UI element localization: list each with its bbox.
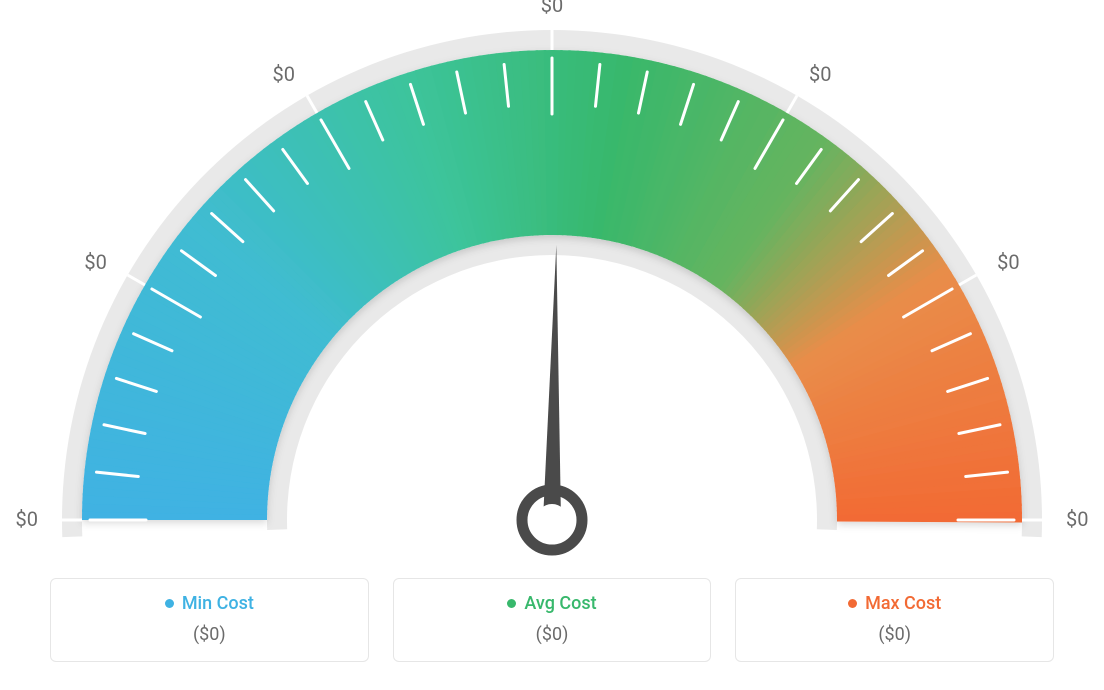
legend-title-min: Min Cost (165, 593, 254, 614)
legend-card-min: Min Cost ($0) (50, 578, 369, 662)
legend-value-max: ($0) (746, 624, 1043, 645)
gauge-tick-label: $0 (1066, 507, 1088, 531)
legend-dot-max (848, 599, 857, 608)
gauge-tick-label: $0 (273, 62, 295, 86)
legend-label-min: Min Cost (182, 593, 254, 614)
gauge-tick-label: $0 (541, 0, 563, 17)
gauge-tick-label: $0 (16, 507, 38, 531)
gauge-chart: $0 $0 $0 $0 $0 $0 $0 (0, 0, 1104, 560)
legend-card-max: Max Cost ($0) (735, 578, 1054, 662)
legend-label-max: Max Cost (865, 593, 941, 614)
legend-dot-avg (507, 599, 516, 608)
gauge-tick-label: $0 (997, 250, 1019, 274)
gauge-tick-label: $0 (809, 62, 831, 86)
legend-label-avg: Avg Cost (524, 593, 596, 614)
gauge-needle (543, 245, 561, 520)
legend-title-max: Max Cost (848, 593, 941, 614)
legend-value-min: ($0) (61, 624, 358, 645)
legend-title-avg: Avg Cost (507, 593, 596, 614)
gauge-svg: $0 $0 $0 $0 $0 $0 $0 (0, 0, 1104, 560)
legend-dot-min (165, 599, 174, 608)
gauge-tick-label: $0 (84, 250, 106, 274)
legend-value-avg: ($0) (404, 624, 701, 645)
legend-row: Min Cost ($0) Avg Cost ($0) Max Cost ($0… (50, 578, 1054, 662)
legend-card-avg: Avg Cost ($0) (393, 578, 712, 662)
